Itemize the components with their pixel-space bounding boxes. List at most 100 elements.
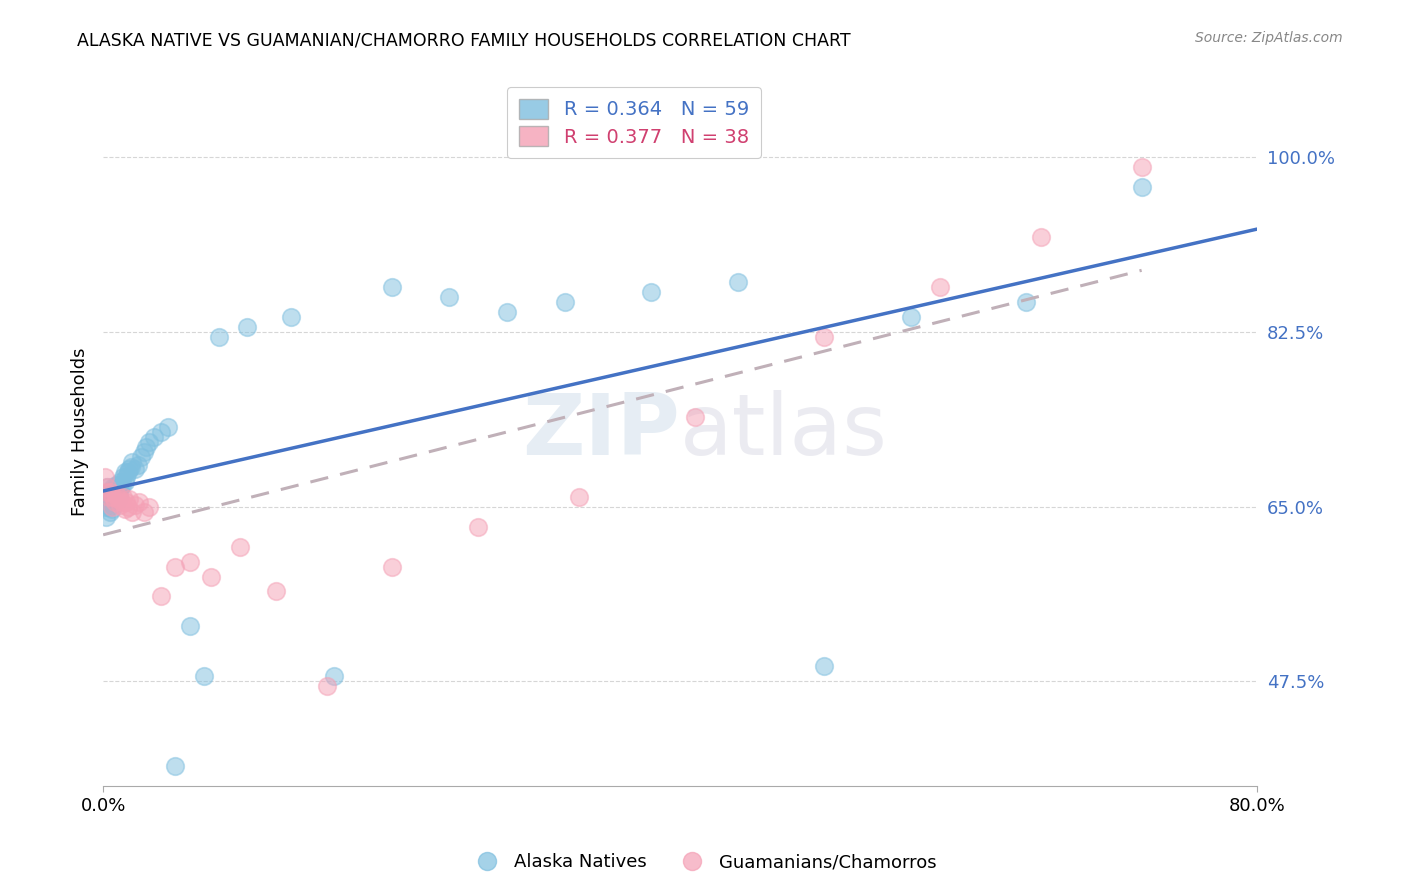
Point <box>124 461 146 475</box>
Point <box>101 500 124 514</box>
Point <box>165 759 187 773</box>
Point <box>110 475 132 489</box>
Text: ALASKA NATIVE VS GUAMANIAN/CHAMORRO FAMILY HOUSEHOLDS CORRELATION CHART: ALASKA NATIVE VS GUAMANIAN/CHAMORRO FAMI… <box>77 31 851 49</box>
Point <box>138 500 160 514</box>
Point <box>114 475 136 489</box>
Point <box>104 482 127 496</box>
Point <box>200 569 222 583</box>
Point <box>96 480 118 494</box>
Point <box>229 540 252 554</box>
Point <box>108 482 131 496</box>
Point <box>142 430 165 444</box>
Point <box>157 419 180 434</box>
Point <box>114 465 136 479</box>
Point <box>108 490 131 504</box>
Text: atlas: atlas <box>681 391 889 474</box>
Point <box>114 501 136 516</box>
Point <box>110 498 132 512</box>
Point <box>132 444 155 458</box>
Point <box>135 440 157 454</box>
Point <box>115 469 138 483</box>
Point <box>1130 161 1153 175</box>
Y-axis label: Family Households: Family Households <box>72 348 89 516</box>
Point <box>179 619 201 633</box>
Point <box>467 519 489 533</box>
Point <box>900 310 922 324</box>
Text: ZIP: ZIP <box>523 391 681 474</box>
Point <box>179 555 201 569</box>
Point <box>236 320 259 334</box>
Point <box>98 494 121 508</box>
Point <box>554 295 576 310</box>
Point <box>683 409 706 424</box>
Point <box>149 590 172 604</box>
Legend: Alaska Natives, Guamanians/Chamorros: Alaska Natives, Guamanians/Chamorros <box>463 847 943 879</box>
Point <box>117 465 139 479</box>
Point <box>98 490 121 504</box>
Point <box>107 491 129 506</box>
Point <box>132 505 155 519</box>
Point <box>98 505 121 519</box>
Point <box>97 484 120 499</box>
Point <box>103 490 125 504</box>
Point <box>104 494 127 508</box>
Point <box>264 584 287 599</box>
Point <box>98 484 121 499</box>
Point <box>94 490 117 504</box>
Point <box>107 477 129 491</box>
Point <box>322 669 344 683</box>
Point <box>94 509 117 524</box>
Point <box>105 484 128 499</box>
Point <box>928 280 950 294</box>
Point <box>94 484 117 499</box>
Point <box>128 494 150 508</box>
Point <box>165 559 187 574</box>
Point <box>101 491 124 506</box>
Point <box>439 290 461 304</box>
Point <box>115 494 138 508</box>
Point <box>105 488 128 502</box>
Point <box>496 305 519 319</box>
Point <box>280 310 302 324</box>
Point <box>568 490 591 504</box>
Point <box>121 505 143 519</box>
Point <box>727 275 749 289</box>
Point <box>1015 295 1038 310</box>
Point <box>640 285 662 299</box>
Point <box>121 455 143 469</box>
Point <box>207 330 229 344</box>
Point <box>93 469 115 483</box>
Point <box>110 482 132 496</box>
Point <box>96 480 118 494</box>
Point <box>112 469 135 483</box>
Point <box>103 488 125 502</box>
Point <box>315 679 337 693</box>
Point <box>120 459 142 474</box>
Point <box>118 491 141 506</box>
Point <box>103 480 125 494</box>
Point <box>193 669 215 683</box>
Point <box>104 490 127 504</box>
Point <box>101 501 124 516</box>
Point <box>105 477 128 491</box>
Point <box>1029 230 1052 244</box>
Point <box>1130 180 1153 194</box>
Point <box>813 330 835 344</box>
Point <box>93 500 115 514</box>
Point <box>138 434 160 449</box>
Legend: R = 0.364   N = 59, R = 0.377   N = 38: R = 0.364 N = 59, R = 0.377 N = 38 <box>508 87 761 159</box>
Point <box>107 491 129 506</box>
Point <box>111 494 134 508</box>
Point <box>96 494 118 508</box>
Point <box>117 500 139 514</box>
Point <box>127 458 149 472</box>
Point <box>813 659 835 673</box>
Point <box>118 461 141 475</box>
Point <box>381 280 404 294</box>
Point <box>124 498 146 512</box>
Point <box>97 490 120 504</box>
Point <box>108 490 131 504</box>
Point <box>129 450 152 464</box>
Point <box>112 490 135 504</box>
Point <box>97 500 120 514</box>
